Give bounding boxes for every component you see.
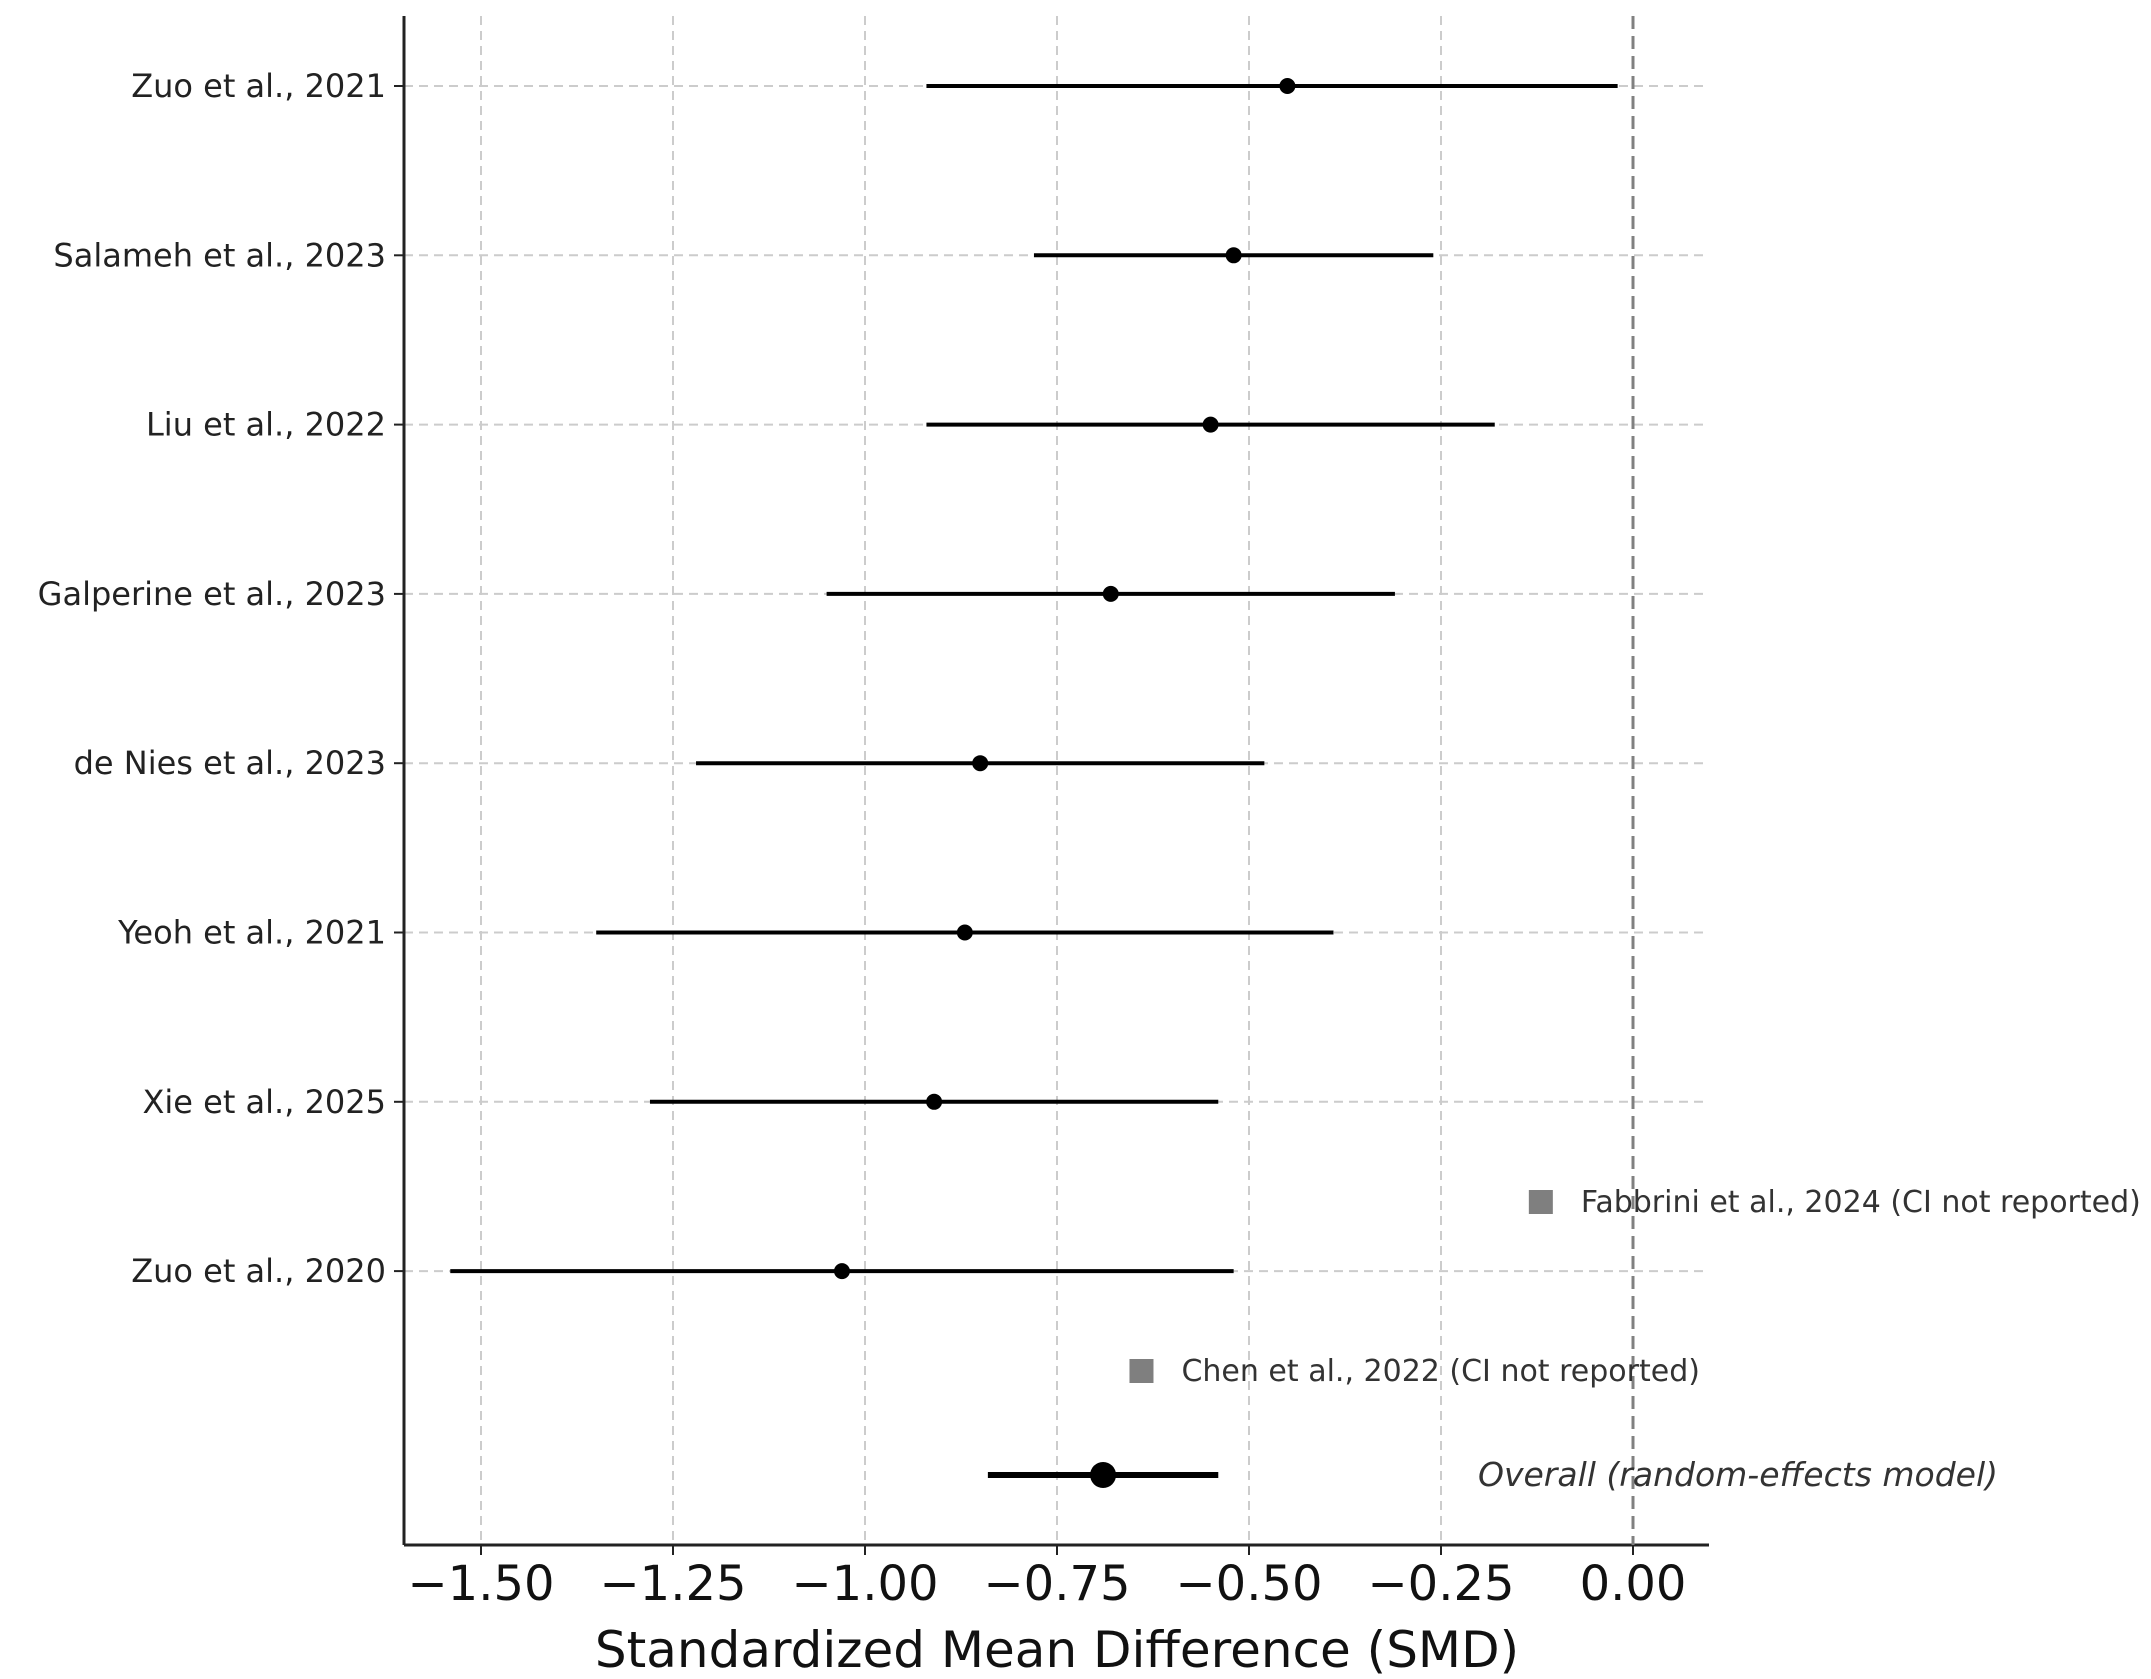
labels-layer: −1.50 −1.25 −1.00 −0.75 −0.50 −0.25 0.00 Zuo et… xyxy=(38,67,2141,1612)
axes-layer xyxy=(402,16,1709,1547)
overall-estimate xyxy=(1090,1462,1117,1488)
study-label: Yeoh et al., 2021 xyxy=(117,914,386,952)
x-tick-label: −1.00 xyxy=(791,1556,938,1612)
study-label: Xie et al., 2025 xyxy=(142,1083,386,1121)
point-estimate xyxy=(1225,247,1242,264)
point-estimate xyxy=(1102,585,1119,602)
point-estimate xyxy=(1279,78,1296,94)
grid-layer xyxy=(394,16,1709,1555)
x-tick-label: −1.50 xyxy=(407,1556,554,1612)
x-tick-label: −0.75 xyxy=(983,1556,1130,1612)
point-estimate xyxy=(972,755,989,772)
point-estimate xyxy=(1202,416,1219,433)
no-ci-marker xyxy=(1129,1359,1154,1383)
study-label: Galperine et al., 2023 xyxy=(38,575,386,613)
point-estimate xyxy=(833,1263,850,1280)
study-label: Liu et al., 2022 xyxy=(146,406,386,444)
study-label: Zuo et al., 2020 xyxy=(131,1252,386,1290)
x-tick-label: 0.00 xyxy=(1580,1556,1687,1612)
point-estimate xyxy=(956,924,973,941)
x-tick-label: −1.25 xyxy=(599,1556,746,1612)
overall-label: Overall (random-effects model) xyxy=(1478,1455,1998,1494)
point-estimate xyxy=(926,1093,943,1110)
x-axis-title: Standardized Mean Difference (SMD) xyxy=(595,1621,1519,1679)
x-tick-label: −0.25 xyxy=(1367,1556,1514,1612)
study-label: Salameh et al., 2023 xyxy=(53,236,386,274)
no-ci-marker xyxy=(1528,1190,1553,1214)
no-ci-label: Chen et al., 2022 (CI not reported) xyxy=(1181,1354,1699,1389)
no-ci-label: Fabbrini et al., 2024 (CI not reported) xyxy=(1581,1185,2141,1220)
study-label: Zuo et al., 2021 xyxy=(131,67,386,105)
x-tick-label: −0.50 xyxy=(1175,1556,1322,1612)
study-label: de Nies et al., 2023 xyxy=(74,744,386,782)
marks-layer xyxy=(450,16,1635,1545)
